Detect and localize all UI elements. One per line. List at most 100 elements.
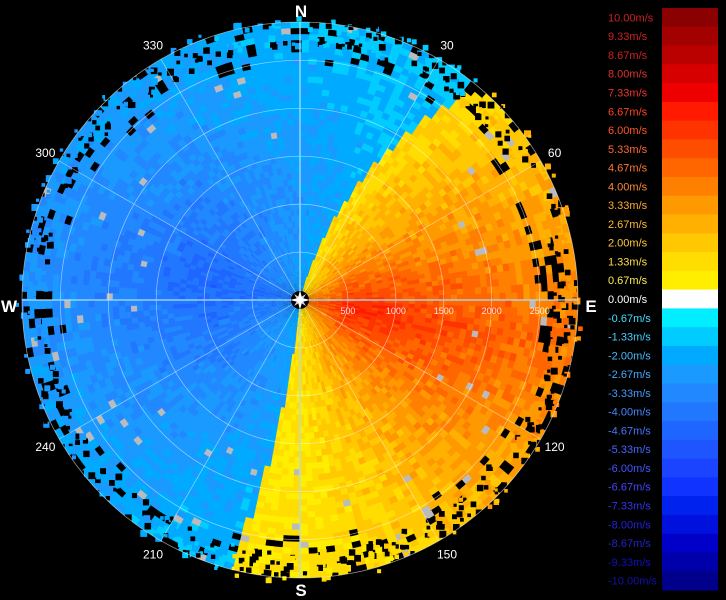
velocity-cell: [274, 329, 280, 336]
velocity-cell: [236, 260, 244, 267]
velocity-cell: [249, 263, 257, 270]
velocity-cell: [327, 312, 334, 317]
velocity-cell: [317, 223, 323, 231]
velocity-cell: [321, 250, 327, 258]
velocity-cell: [329, 221, 336, 229]
velocity-cell: [281, 364, 287, 372]
velocity-cell: [317, 278, 323, 284]
velocity-cell: [335, 361, 342, 369]
velocity-cell: [284, 280, 289, 287]
velocity-cell: [313, 326, 318, 334]
velocity-cell: [308, 322, 313, 329]
velocity-cell: [318, 262, 323, 270]
velocity-cell: [341, 304, 349, 308]
velocity-cell: [302, 281, 305, 289]
velocity-cell: [267, 324, 274, 330]
velocity-cell: [314, 254, 319, 261]
velocity-cell: [234, 358, 242, 366]
velocity-cell: [269, 245, 275, 253]
velocity-cell: [241, 264, 249, 270]
velocity-cell: [319, 343, 325, 351]
velocity-cell: [278, 262, 284, 269]
velocity-cell: [281, 312, 287, 318]
velocity-cell: [241, 314, 249, 319]
velocity-cell: [275, 303, 283, 306]
velocity-cell: [246, 336, 254, 344]
velocity-cell: [240, 364, 248, 372]
velocity-cell: [272, 285, 279, 290]
velocity-cell: [275, 343, 281, 351]
velocity-cell: [322, 244, 328, 252]
velocity-cell: [272, 348, 278, 356]
velocity-cell: [325, 325, 331, 331]
velocity-cell: [296, 311, 298, 319]
velocity-cell: [364, 262, 372, 269]
velocity-cell: [260, 244, 267, 252]
velocity-cell: [295, 281, 298, 289]
velocity-cell: [320, 349, 325, 357]
velocity-cell: [266, 255, 272, 262]
velocity-cell: [320, 356, 326, 364]
velocity-cell: [318, 314, 325, 320]
velocity-cell: [266, 313, 274, 318]
velocity-cell: [281, 267, 286, 274]
velocity-cell: [295, 317, 298, 325]
velocity-cell: [306, 263, 310, 271]
velocity-cell: [212, 271, 220, 277]
velocity-cell: [249, 330, 256, 336]
velocity-cell: [276, 375, 281, 383]
velocity-cell: [259, 261, 266, 268]
velocity-cell: [232, 301, 240, 305]
velocity-cell: [317, 363, 323, 371]
velocity-cell: [289, 284, 294, 290]
velocity-cell: [329, 234, 335, 242]
velocity-cell: [375, 319, 383, 324]
velocity-cell: [286, 308, 292, 314]
velocity-cell: [251, 333, 259, 340]
velocity-cell: [277, 316, 283, 322]
velocity-cell: [328, 288, 336, 292]
velocity-cell: [235, 330, 243, 337]
velocity-cell: [281, 339, 286, 346]
velocity-cell: [296, 251, 299, 258]
velocity-cell: [311, 302, 319, 306]
velocity-cell: [281, 274, 287, 281]
velocity-cell: [356, 240, 364, 248]
velocity-cell: [232, 338, 240, 345]
velocity-cell: [291, 221, 296, 228]
velocity-cell: [308, 252, 313, 259]
velocity-cell: [336, 374, 343, 383]
velocity-cell: [236, 276, 244, 282]
velocity-cell: [315, 332, 321, 339]
velocity-cell: [246, 309, 254, 314]
velocity-cell: [312, 273, 318, 280]
velocity-cell: [282, 303, 289, 306]
velocity-cell: [378, 302, 386, 307]
velocity-cell: [218, 321, 226, 327]
velocity-cell: [305, 323, 309, 330]
velocity-cell: [318, 279, 324, 285]
velocity-cell: [288, 309, 293, 316]
velocity-cell: [247, 313, 254, 317]
velocity-cell: [343, 330, 351, 337]
velocity-cell: [271, 287, 278, 291]
velocity-cell: [270, 277, 277, 283]
velocity-cell: [316, 289, 323, 294]
velocity-cell: [259, 375, 266, 384]
velocity-cell: [281, 302, 289, 306]
velocity-cell: [255, 278, 263, 283]
velocity-cell: [260, 348, 267, 356]
velocity-cell: [276, 305, 283, 309]
velocity-cell: [353, 337, 361, 344]
velocity-cell: [254, 279, 262, 285]
velocity-cell: [332, 279, 339, 285]
velocity-cell: [268, 379, 274, 387]
velocity-cell: [277, 330, 282, 338]
velocity-cell: [220, 302, 228, 306]
velocity-cell: [364, 241, 373, 249]
velocity-cell: [342, 262, 350, 269]
velocity-cell: [350, 253, 358, 260]
velocity-cell: [224, 272, 232, 278]
velocity-cell: [350, 262, 358, 269]
velocity-cell: [253, 325, 260, 331]
